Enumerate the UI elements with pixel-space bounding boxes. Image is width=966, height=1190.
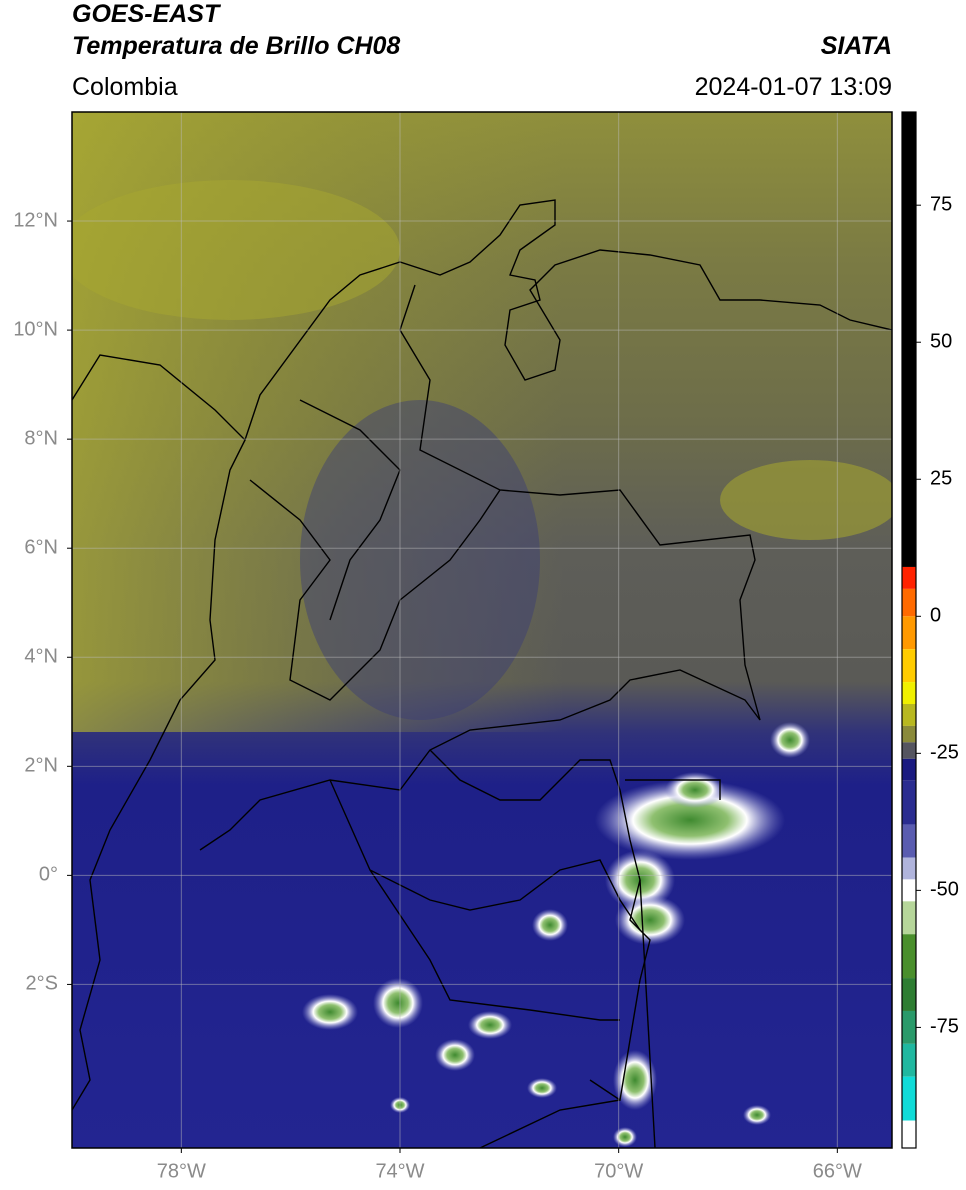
- map-shade: [720, 460, 892, 540]
- map-shade: [72, 180, 400, 320]
- colorbar-segment: [902, 704, 916, 726]
- colorbar-tick-label: 0: [930, 605, 941, 627]
- colorbar-segment: [902, 616, 916, 650]
- colorbar-segment: [902, 649, 916, 683]
- y-tick-label: 4°N: [24, 646, 58, 668]
- colorbar-tick-label: -75: [930, 1016, 959, 1038]
- colorbar-segment: [902, 978, 916, 1011]
- colorbar-tick-label: 50: [930, 331, 952, 353]
- colorbar-tick-label: -25: [930, 742, 959, 764]
- y-tick-label: 2°N: [24, 755, 58, 777]
- colorbar-segment: [902, 566, 916, 589]
- colorbar-segment: [902, 857, 916, 880]
- colorbar-segment: [902, 588, 916, 617]
- borders: [72, 199, 892, 1148]
- colorbar-tick-label: -50: [930, 879, 959, 901]
- x-tick-label: 78°W: [157, 1160, 206, 1182]
- colorbar-tick-label: 75: [930, 193, 952, 215]
- y-tick-label: 6°N: [24, 536, 58, 558]
- y-tick-label: 2°S: [26, 973, 58, 995]
- colorbar-segment: [902, 742, 916, 759]
- colorbar-segment: [902, 1120, 916, 1148]
- region: Colombia: [72, 73, 178, 101]
- x-tick-label: 70°W: [594, 1160, 643, 1182]
- y-tick-label: 8°N: [24, 427, 58, 449]
- colorbar-segment: [902, 1043, 916, 1077]
- colorbar-segment: [902, 758, 916, 781]
- map-frame: [71, 111, 893, 1149]
- colorbar-frame: [901, 111, 917, 1149]
- colorbar-segment: [902, 824, 916, 858]
- map-image: [72, 112, 892, 1148]
- source: SIATA: [821, 32, 892, 60]
- grid: [67, 112, 892, 1153]
- y-tick-label: 10°N: [13, 318, 58, 340]
- colorbar-segment: [902, 879, 916, 902]
- colorbar-segment: [902, 682, 916, 704]
- colorbar-segment: [902, 780, 916, 825]
- colorbar: [902, 112, 921, 1148]
- colorbar-segment: [902, 112, 916, 567]
- x-tick-label: 74°W: [375, 1160, 424, 1182]
- clouds: [302, 722, 810, 1147]
- y-tick-label: 12°N: [13, 209, 58, 231]
- colorbar-tick-label: 25: [930, 468, 952, 490]
- colorbar-segment: [902, 725, 916, 743]
- colorbar-segment: [902, 901, 916, 935]
- colorbar-segment: [902, 934, 916, 979]
- subtitle: Temperatura de Brillo CH08: [72, 32, 400, 60]
- colorbar-segment: [902, 1010, 916, 1044]
- datetime: 2024-01-07 13:09: [695, 73, 892, 101]
- colorbar-segment: [902, 1076, 916, 1121]
- x-tick-label: 66°W: [813, 1160, 862, 1182]
- y-tick-label: 0°: [39, 864, 58, 886]
- title: GOES-EAST: [72, 0, 222, 28]
